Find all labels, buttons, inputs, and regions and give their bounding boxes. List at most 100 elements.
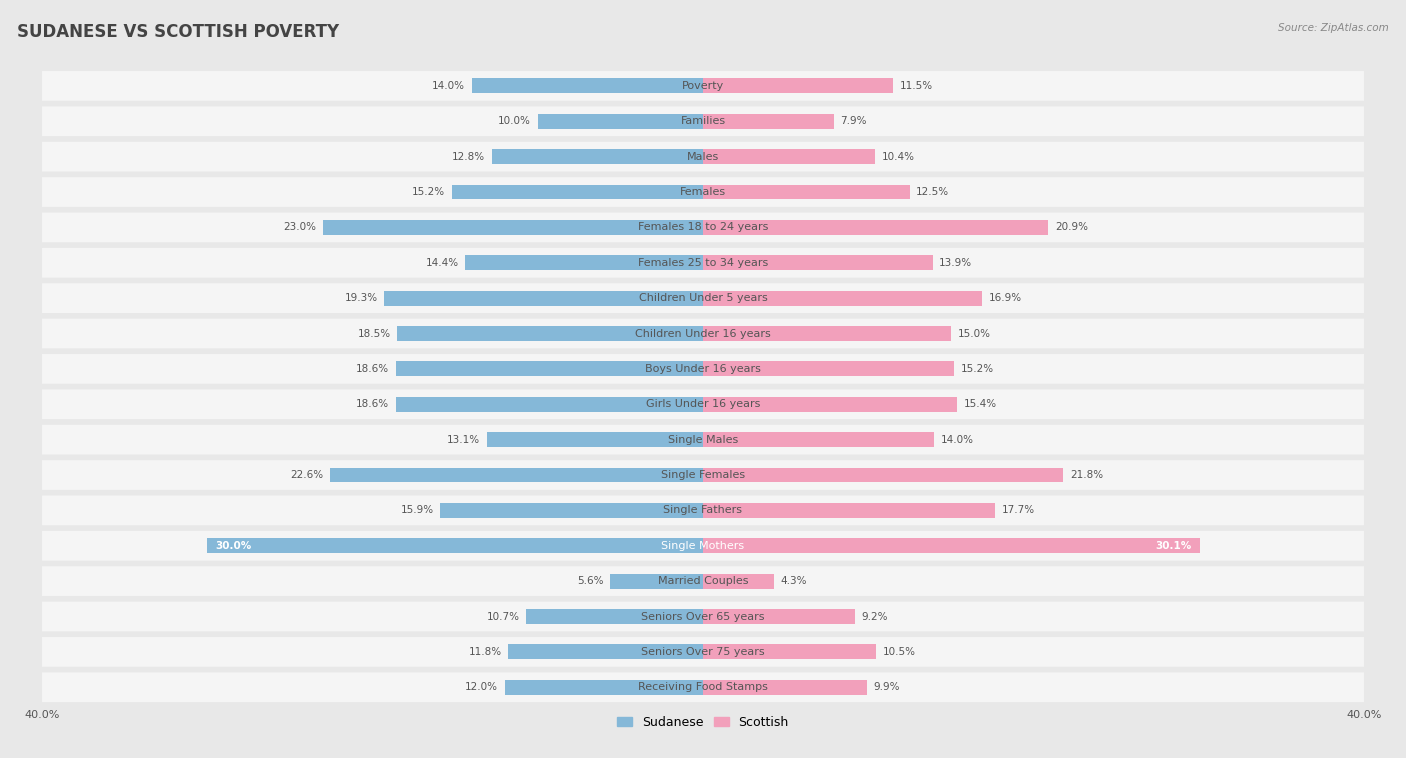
Text: Girls Under 16 years: Girls Under 16 years bbox=[645, 399, 761, 409]
Bar bbox=[703, 362, 955, 376]
Text: Receiving Food Stamps: Receiving Food Stamps bbox=[638, 682, 768, 692]
Text: Seniors Over 75 years: Seniors Over 75 years bbox=[641, 647, 765, 657]
Text: Females: Females bbox=[681, 187, 725, 197]
FancyBboxPatch shape bbox=[42, 71, 1364, 101]
Bar bbox=[492, 149, 703, 164]
Text: 15.0%: 15.0% bbox=[957, 328, 990, 339]
Bar bbox=[703, 79, 893, 93]
FancyBboxPatch shape bbox=[42, 496, 1364, 525]
FancyBboxPatch shape bbox=[42, 177, 1364, 207]
Bar bbox=[703, 114, 834, 129]
FancyBboxPatch shape bbox=[42, 672, 1364, 702]
Text: 15.9%: 15.9% bbox=[401, 506, 433, 515]
Bar bbox=[703, 149, 875, 164]
Text: Source: ZipAtlas.com: Source: ZipAtlas.com bbox=[1278, 23, 1389, 33]
Bar bbox=[465, 255, 703, 270]
Text: 12.5%: 12.5% bbox=[917, 187, 949, 197]
Text: SUDANESE VS SCOTTISH POVERTY: SUDANESE VS SCOTTISH POVERTY bbox=[17, 23, 339, 41]
Bar bbox=[703, 397, 957, 412]
Bar bbox=[703, 468, 1063, 482]
Text: 18.6%: 18.6% bbox=[356, 364, 389, 374]
Text: Poverty: Poverty bbox=[682, 81, 724, 91]
Text: 5.6%: 5.6% bbox=[578, 576, 605, 586]
FancyBboxPatch shape bbox=[42, 212, 1364, 243]
FancyBboxPatch shape bbox=[42, 354, 1364, 384]
Text: 15.2%: 15.2% bbox=[960, 364, 994, 374]
FancyBboxPatch shape bbox=[42, 106, 1364, 136]
Text: 16.9%: 16.9% bbox=[988, 293, 1022, 303]
FancyBboxPatch shape bbox=[42, 566, 1364, 596]
Text: 13.1%: 13.1% bbox=[447, 434, 479, 445]
Text: 12.0%: 12.0% bbox=[465, 682, 498, 692]
Text: 12.8%: 12.8% bbox=[451, 152, 485, 161]
Text: 14.0%: 14.0% bbox=[941, 434, 974, 445]
Text: 30.1%: 30.1% bbox=[1156, 540, 1192, 551]
Text: Single Fathers: Single Fathers bbox=[664, 506, 742, 515]
FancyBboxPatch shape bbox=[42, 637, 1364, 667]
Text: 14.0%: 14.0% bbox=[432, 81, 465, 91]
Legend: Sudanese, Scottish: Sudanese, Scottish bbox=[612, 711, 794, 734]
Text: 10.4%: 10.4% bbox=[882, 152, 914, 161]
Text: 30.0%: 30.0% bbox=[215, 540, 252, 551]
Bar bbox=[703, 644, 876, 659]
Text: Children Under 5 years: Children Under 5 years bbox=[638, 293, 768, 303]
Bar bbox=[471, 79, 703, 93]
Text: 22.6%: 22.6% bbox=[290, 470, 323, 480]
Bar bbox=[526, 609, 703, 624]
FancyBboxPatch shape bbox=[42, 460, 1364, 490]
Text: 23.0%: 23.0% bbox=[284, 222, 316, 233]
Text: 10.0%: 10.0% bbox=[498, 116, 531, 127]
Text: 10.5%: 10.5% bbox=[883, 647, 917, 657]
Bar bbox=[703, 291, 983, 305]
Bar bbox=[703, 432, 934, 447]
Bar bbox=[440, 503, 703, 518]
Bar bbox=[505, 680, 703, 694]
Bar bbox=[395, 397, 703, 412]
Text: Families: Families bbox=[681, 116, 725, 127]
Bar bbox=[703, 609, 855, 624]
Bar bbox=[703, 326, 950, 341]
Text: Married Couples: Married Couples bbox=[658, 576, 748, 586]
Text: 18.5%: 18.5% bbox=[357, 328, 391, 339]
Text: 21.8%: 21.8% bbox=[1070, 470, 1102, 480]
Bar bbox=[395, 362, 703, 376]
Bar bbox=[398, 326, 703, 341]
Text: 9.9%: 9.9% bbox=[873, 682, 900, 692]
Bar bbox=[329, 468, 703, 482]
Text: 11.8%: 11.8% bbox=[468, 647, 502, 657]
Bar bbox=[537, 114, 703, 129]
FancyBboxPatch shape bbox=[42, 424, 1364, 455]
Text: 11.5%: 11.5% bbox=[900, 81, 932, 91]
Text: 15.2%: 15.2% bbox=[412, 187, 446, 197]
Text: 18.6%: 18.6% bbox=[356, 399, 389, 409]
Text: Males: Males bbox=[688, 152, 718, 161]
Text: 14.4%: 14.4% bbox=[426, 258, 458, 268]
Text: Boys Under 16 years: Boys Under 16 years bbox=[645, 364, 761, 374]
FancyBboxPatch shape bbox=[42, 318, 1364, 349]
Bar bbox=[703, 255, 932, 270]
Text: Seniors Over 65 years: Seniors Over 65 years bbox=[641, 612, 765, 622]
Bar bbox=[486, 432, 703, 447]
Bar bbox=[703, 503, 995, 518]
FancyBboxPatch shape bbox=[42, 142, 1364, 171]
Text: Females 18 to 24 years: Females 18 to 24 years bbox=[638, 222, 768, 233]
Text: Females 25 to 34 years: Females 25 to 34 years bbox=[638, 258, 768, 268]
Bar bbox=[508, 644, 703, 659]
Text: 10.7%: 10.7% bbox=[486, 612, 520, 622]
Bar bbox=[451, 185, 703, 199]
Bar bbox=[323, 220, 703, 235]
Text: 4.3%: 4.3% bbox=[780, 576, 807, 586]
FancyBboxPatch shape bbox=[42, 602, 1364, 631]
FancyBboxPatch shape bbox=[42, 531, 1364, 561]
Text: 13.9%: 13.9% bbox=[939, 258, 973, 268]
Text: Children Under 16 years: Children Under 16 years bbox=[636, 328, 770, 339]
Text: Single Females: Single Females bbox=[661, 470, 745, 480]
Text: 17.7%: 17.7% bbox=[1002, 506, 1035, 515]
Text: Single Males: Single Males bbox=[668, 434, 738, 445]
Bar bbox=[703, 680, 866, 694]
Bar bbox=[703, 220, 1049, 235]
Bar bbox=[703, 574, 775, 588]
Bar bbox=[610, 574, 703, 588]
Text: 15.4%: 15.4% bbox=[965, 399, 997, 409]
Text: 20.9%: 20.9% bbox=[1054, 222, 1088, 233]
